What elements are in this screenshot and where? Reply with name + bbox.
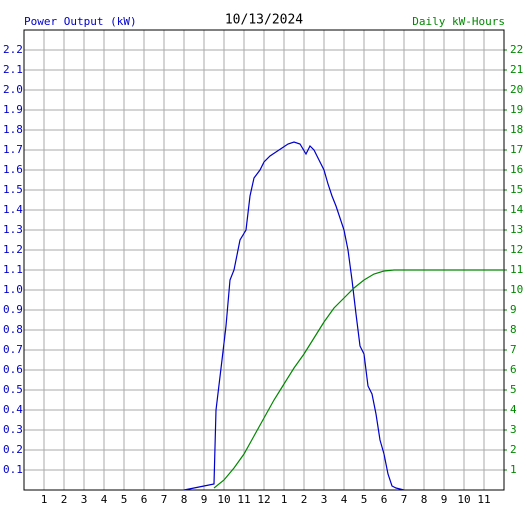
y-tick-label: 1.1 (3, 263, 23, 276)
line (183, 141, 405, 491)
y2-tick-label: 4 (510, 403, 517, 416)
x-tick-label: 6 (141, 493, 148, 506)
x-tick-label: 12 (257, 493, 270, 506)
y-tick-label: 0.2 (3, 443, 23, 456)
x-tick-label: 3 (321, 493, 328, 506)
line (213, 269, 504, 489)
y-tick-label: 2.1 (3, 63, 23, 76)
y2-tick-label: 8 (510, 323, 517, 336)
y2-tick-label: 2 (510, 443, 517, 456)
y2-tick-label: 1 (510, 463, 517, 476)
y2-tick-label: 18 (510, 123, 523, 136)
x-tick-label: 5 (121, 493, 128, 506)
y-tick-label: 0.5 (3, 383, 23, 396)
x-tick-label: 4 (101, 493, 108, 506)
x-tick-label: 1 (281, 493, 288, 506)
y-tick-label: 1.8 (3, 123, 23, 136)
y2-tick-label: 13 (510, 223, 523, 236)
x-tick-label: 9 (441, 493, 448, 506)
y-tick-label: 1.7 (3, 143, 23, 156)
y-tick-label: 0.9 (3, 303, 23, 316)
y-tick-label: 1.3 (3, 223, 23, 236)
y-tick-label: 1.5 (3, 183, 23, 196)
y-tick-label: 1.9 (3, 103, 23, 116)
y-tick-label: 0.6 (3, 363, 23, 376)
y2-tick-label: 20 (510, 83, 523, 96)
x-tick-label: 11 (237, 493, 250, 506)
x-tick-label: 2 (61, 493, 68, 506)
x-tick-label: 7 (401, 493, 408, 506)
plot-border (23, 29, 505, 491)
y2-tick-label: 9 (510, 303, 517, 316)
y-tick-label: 1.4 (3, 203, 23, 216)
x-tick-label: 4 (341, 493, 348, 506)
y2-tick-label: 7 (510, 343, 517, 356)
y2-tick-label: 12 (510, 243, 523, 256)
y2-tick-label: 10 (510, 283, 523, 296)
chart-title: 10/13/2024 (225, 13, 303, 28)
y-tick-label: 0.8 (3, 323, 23, 336)
y-axis-title: Power Output (kW) (24, 15, 137, 28)
y2-tick-label: 3 (510, 423, 517, 436)
x-tick-label: 10 (457, 493, 470, 506)
y-tick-label: 1.0 (3, 283, 23, 296)
x-tick-label: 5 (361, 493, 368, 506)
y2-tick-label: 19 (510, 103, 523, 116)
y2-tick-label: 5 (510, 383, 517, 396)
y-tick-label: 0.7 (3, 343, 23, 356)
y2-tick-label: 17 (510, 143, 523, 156)
y2-axis-title: Daily kW-Hours (412, 15, 505, 28)
x-tick-label: 9 (201, 493, 208, 506)
y2-tick-label: 11 (510, 263, 523, 276)
y2-tick-label: 6 (510, 363, 517, 376)
y-tick-label: 2.0 (3, 83, 23, 96)
y-tick-label: 1.6 (3, 163, 23, 176)
y2-tick-label: 15 (510, 183, 523, 196)
y2-tick-label: 22 (510, 43, 523, 56)
y2-tick-label: 21 (510, 63, 523, 76)
y-tick-label: 1.2 (3, 243, 23, 256)
y-tick-label: 0.1 (3, 463, 23, 476)
x-tick-label: 8 (421, 493, 428, 506)
y2-tick-label: 14 (510, 203, 524, 216)
y-tick-label: 0.4 (3, 403, 23, 416)
x-tick-label: 2 (301, 493, 308, 506)
x-tick-label: 3 (81, 493, 88, 506)
y-tick-label: 0.3 (3, 423, 23, 436)
y-tick-label: 2.2 (3, 43, 23, 56)
x-tick-label: 8 (181, 493, 188, 506)
x-tick-label: 1 (41, 493, 48, 506)
x-tick-label: 11 (477, 493, 490, 506)
x-tick-label: 7 (161, 493, 168, 506)
x-tick-label: 10 (217, 493, 230, 506)
y2-tick-label: 16 (510, 163, 523, 176)
x-tick-label: 6 (381, 493, 388, 506)
